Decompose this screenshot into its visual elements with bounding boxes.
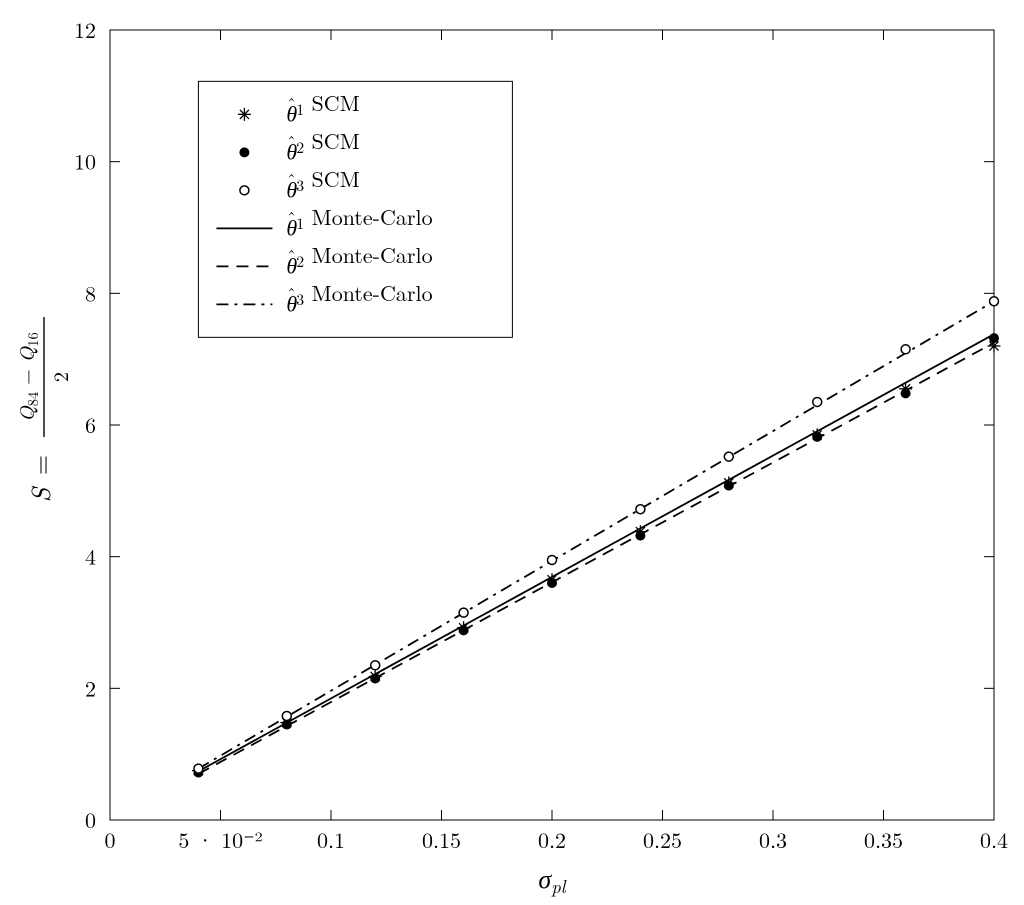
svg-text:Q84 − Q16: Q84 − Q16 [11, 332, 43, 422]
legend-entry: θˆ3 SCM [240, 163, 360, 204]
svg-text:S: S [21, 485, 58, 502]
x-tick-label: 0.15 [422, 824, 461, 855]
y-tick-label: 2 [85, 672, 96, 703]
x-tick-label: 0.1 [317, 824, 345, 855]
legend-entry: θˆ1 SCM [238, 87, 360, 128]
x-tick-label: 0.2 [538, 824, 566, 855]
svg-text:2: 2 [45, 372, 74, 382]
legend-label: θˆ3 Monte-Carlo [286, 277, 432, 318]
y-tick-label: 4 [85, 541, 96, 572]
x-tick-label: 0 [104, 824, 115, 855]
legend-entry: θˆ2 SCM [240, 125, 360, 166]
y-tick-label: 8 [85, 277, 96, 308]
legend-label: θˆ1 Monte-Carlo [286, 201, 432, 242]
legend-label: θˆ3 SCM [286, 163, 359, 204]
y-axis-label: S = Q84 − Q162 [11, 317, 74, 502]
x-tick-label: 0.3 [759, 824, 787, 855]
series-theta3_mc [198, 301, 994, 768]
x-tick-label: 0.25 [643, 824, 682, 855]
legend-entry: θˆ3 Monte-Carlo [216, 277, 432, 318]
legend-entry: θˆ1 Monte-Carlo [216, 201, 432, 242]
x-tick-label: 0.4 [980, 824, 1008, 855]
y-tick-label: 6 [85, 409, 96, 440]
y-tick-label: 0 [85, 804, 96, 835]
y-tick-label: 12 [74, 14, 96, 45]
y-tick-label: 10 [74, 146, 96, 177]
legend-label: θˆ1 SCM [286, 87, 359, 128]
legend-entry: θˆ2 Monte-Carlo [216, 239, 432, 280]
svg-text:=: = [21, 455, 58, 475]
statistics-chart: 0 5 · 10⁻² 0.1 0.15 0.2 0.25 0.3 0.35 0.4 0 2 4 6 8 10… [0, 0, 1024, 905]
legend-label: θˆ2 Monte-Carlo [286, 239, 432, 280]
x-tick-label: 0.35 [864, 824, 903, 855]
series-theta1_mc [198, 334, 994, 771]
series-theta2_mc [198, 343, 994, 774]
series-theta2_scm [194, 334, 999, 777]
legend-label: θˆ2 SCM [286, 125, 359, 166]
x-tick-label: 5 · 10⁻² [178, 824, 262, 855]
x-axis-label: σpl [538, 859, 566, 899]
